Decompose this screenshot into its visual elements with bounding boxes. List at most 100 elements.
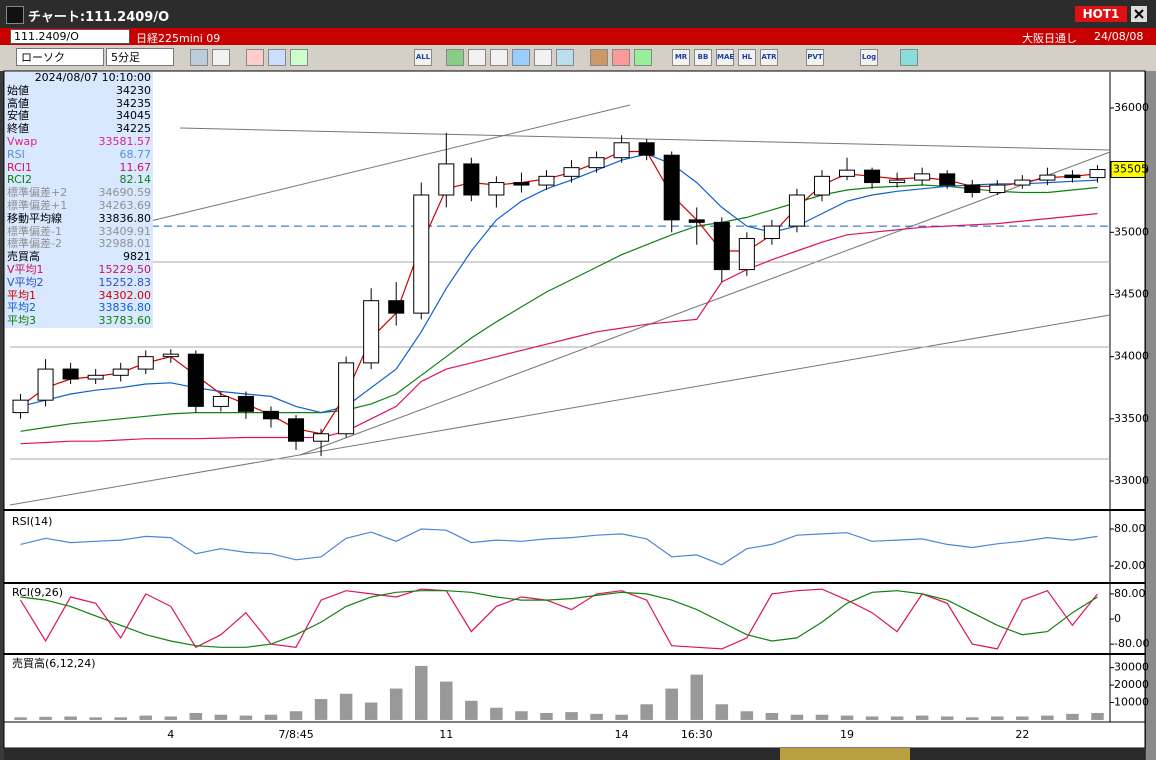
- candle-body: [538, 175, 555, 186]
- tool-icon[interactable]: [490, 49, 508, 66]
- candle-body: [588, 157, 605, 169]
- toolbar-button[interactable]: PVT: [806, 49, 824, 66]
- symbol-input[interactable]: 111.2409/O: [10, 29, 130, 44]
- volume-bar: [565, 712, 578, 720]
- candle-body: [964, 184, 981, 194]
- series-line: [20, 153, 1098, 414]
- volume-bar: [1016, 716, 1029, 720]
- info-value: 33581.57: [98, 134, 152, 148]
- x-tick-label: 19: [840, 728, 854, 741]
- tool-icon[interactable]: [534, 49, 552, 66]
- candle-body: [338, 362, 355, 435]
- zoom-icon[interactable]: [190, 49, 208, 66]
- candle-body: [288, 418, 305, 442]
- tool-icon[interactable]: [634, 49, 652, 66]
- candle-body: [1089, 169, 1106, 179]
- volume-bar: [289, 711, 303, 720]
- y-tick-label: 36000: [1114, 101, 1149, 114]
- hot-button[interactable]: HOT1: [1075, 6, 1127, 22]
- toolbar-button[interactable]: ATR: [760, 49, 778, 66]
- candle-body: [788, 194, 805, 227]
- toolbar-button[interactable]: MAE: [716, 49, 734, 66]
- volume-bar: [815, 714, 829, 720]
- info-value: 15229.50: [98, 262, 152, 276]
- symbol-bar: 111.2409/O 日経225mini 09 大阪日通し 24/08/08: [0, 28, 1156, 45]
- volume-bar: [615, 714, 628, 720]
- tool-icon[interactable]: [612, 49, 630, 66]
- volume-bar: [540, 712, 553, 720]
- info-value: 34230: [116, 83, 151, 97]
- toolbar-button[interactable]: ALL: [414, 49, 432, 66]
- series-line: [20, 213, 1098, 445]
- candle-body: [262, 410, 279, 420]
- candle-body: [638, 142, 655, 156]
- candle-body: [463, 163, 480, 196]
- pane-title: 売買高(6,12,24): [12, 656, 96, 670]
- tool-icon[interactable]: [446, 49, 464, 66]
- info-label: V平均2: [7, 275, 44, 289]
- volume-bar: [640, 704, 653, 720]
- y-tick-label: 10000: [1114, 696, 1149, 709]
- toolbar-button[interactable]: HL: [738, 49, 756, 66]
- candle-body: [763, 225, 780, 240]
- interval-select[interactable]: 5分足: [106, 48, 174, 66]
- x-tick-label: 11: [439, 728, 453, 741]
- info-value: 33836.80: [98, 211, 152, 225]
- chart-type-select[interactable]: ローソク: [16, 48, 104, 66]
- y-tick-label: 33500: [1114, 412, 1149, 425]
- scrollbar[interactable]: [4, 748, 1145, 760]
- series-line: [19, 588, 1098, 650]
- series-line: [20, 150, 1098, 435]
- close-button[interactable]: [1131, 6, 1147, 22]
- volume-bar: [364, 702, 378, 720]
- pane-title: RCI(9,26): [12, 586, 63, 599]
- info-row: V平均1 15229.50: [7, 262, 152, 277]
- y-tick-label: 30000: [1114, 661, 1149, 674]
- trend-line: [299, 151, 1111, 456]
- volume-bar: [890, 716, 904, 720]
- info-label: Vwap: [7, 134, 38, 148]
- side-frame: [1146, 71, 1156, 760]
- candle-body: [363, 300, 380, 364]
- tool-icon[interactable]: [246, 49, 264, 66]
- tool-icon[interactable]: [212, 49, 230, 66]
- tool-icon[interactable]: [468, 49, 486, 66]
- volume-bar: [665, 688, 678, 720]
- last-price-label: 35505: [1113, 163, 1148, 176]
- candle-body: [1014, 179, 1031, 186]
- toolbar-button[interactable]: MR: [672, 49, 690, 66]
- info-label: V平均1: [7, 262, 44, 276]
- candle-body: [237, 395, 254, 412]
- tool-icon[interactable]: [556, 49, 574, 66]
- scroll-thumb[interactable]: [780, 748, 910, 760]
- info-row: RSI 68.77: [7, 147, 152, 162]
- candle-body: [939, 173, 956, 186]
- y-tick-label: -80.00: [1114, 637, 1149, 650]
- candle-body: [914, 173, 931, 181]
- tool-icon[interactable]: [900, 49, 918, 66]
- y-tick-label: 20000: [1114, 678, 1149, 691]
- volume-bar: [490, 707, 503, 720]
- x-tick-label: 7/8:45: [278, 728, 313, 741]
- toolbar-button[interactable]: BB: [694, 49, 712, 66]
- tool-icon[interactable]: [268, 49, 286, 66]
- tool-icon[interactable]: [590, 49, 608, 66]
- info-label: 標準偏差+1: [7, 198, 68, 212]
- candle-body: [563, 167, 580, 177]
- toolbar-button[interactable]: Log: [860, 49, 878, 66]
- info-value: 68.77: [119, 147, 152, 161]
- tool-icon[interactable]: [290, 49, 308, 66]
- trend-line: [9, 314, 1111, 506]
- volume-bar: [865, 716, 879, 720]
- volume-bar: [264, 714, 278, 720]
- volume-bar: [414, 665, 428, 720]
- candle-body: [613, 142, 630, 159]
- tool-icon[interactable]: [512, 49, 530, 66]
- info-label: 始値: [7, 83, 29, 97]
- candle-body: [313, 433, 330, 442]
- volume-bar: [389, 688, 403, 720]
- candle-body: [713, 221, 730, 271]
